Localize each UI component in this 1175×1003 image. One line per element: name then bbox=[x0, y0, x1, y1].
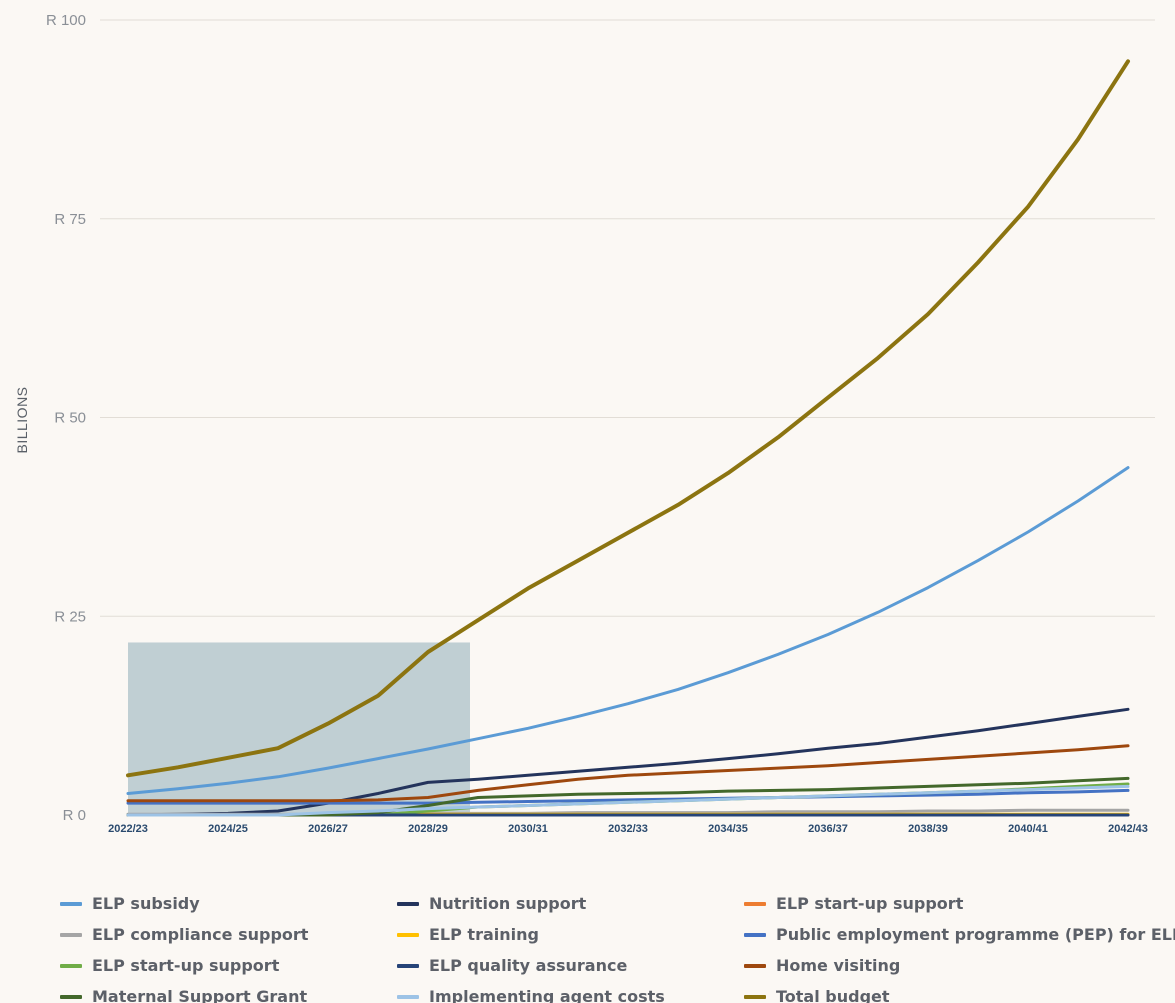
x-tick-label: 2042/43 bbox=[1108, 823, 1148, 835]
legend-item: Home visiting bbox=[744, 950, 900, 981]
legend-swatch bbox=[397, 963, 419, 968]
legend-label: ELP training bbox=[429, 925, 539, 944]
legend-swatch bbox=[744, 901, 766, 906]
legend-swatch bbox=[744, 932, 766, 937]
series-line-implementing-agent-costs bbox=[126, 784, 1130, 817]
legend-item: Implementing agent costs bbox=[397, 981, 665, 1003]
series-line-elp-subsidy bbox=[126, 466, 1130, 795]
legend-label: ELP start-up support bbox=[92, 956, 280, 975]
x-axis-ticks: 2022/23 2024/25 2026/27 2028/29 2030/31 2032/… bbox=[108, 823, 1148, 835]
series-line-home-visiting bbox=[126, 744, 1130, 803]
legend-label: Maternal Support Grant bbox=[92, 987, 308, 1003]
y-tick-label: R 100 bbox=[46, 12, 86, 29]
legend-swatch bbox=[397, 994, 419, 999]
legend-item: Public employment programme (PEP) for EL… bbox=[744, 919, 1175, 950]
legend-label: Home visiting bbox=[776, 956, 901, 975]
x-tick-label: 2034/35 bbox=[708, 823, 748, 835]
y-tick-label: R 75 bbox=[54, 211, 86, 228]
x-tick-label: 2024/25 bbox=[208, 823, 248, 835]
x-tick-label: 2022/23 bbox=[108, 823, 148, 835]
legend-label: ELP compliance support bbox=[92, 925, 309, 944]
legend-label: Total budget bbox=[776, 987, 890, 1003]
legend-item: ELP subsidy bbox=[60, 888, 200, 919]
legend-item: ELP start-up support bbox=[744, 888, 963, 919]
series-line-public-employment-programme-pep-for-elps bbox=[126, 788, 1130, 805]
y-axis-label: BILLIONS bbox=[14, 386, 30, 453]
legend-swatch bbox=[60, 901, 82, 906]
legend-label: ELP quality assurance bbox=[429, 956, 628, 975]
legend: ELP subsidy Nutrition support ELP start-up… bbox=[60, 888, 1175, 1003]
x-tick-label: 2026/27 bbox=[308, 823, 348, 835]
legend-item: ELP quality assurance bbox=[397, 950, 627, 981]
legend-item: Maternal Support Grant bbox=[60, 981, 307, 1003]
gridlines bbox=[100, 19, 1155, 617]
legend-label: ELP start-up support bbox=[776, 894, 964, 913]
legend-label: Implementing agent costs bbox=[429, 987, 665, 1003]
legend-item: ELP training bbox=[397, 919, 539, 950]
legend-swatch bbox=[60, 932, 82, 937]
series-line-nutrition-support bbox=[126, 707, 1130, 817]
legend-label: ELP subsidy bbox=[92, 894, 200, 913]
x-tick-label: 2040/41 bbox=[1008, 823, 1048, 835]
legend-item: Total budget bbox=[744, 981, 890, 1003]
y-tick-label: R 25 bbox=[54, 608, 86, 625]
chart-area: R 0 R 25 R 50 R 75 R 100 2022/23 2024/25 2026/… bbox=[14, 12, 1155, 835]
series-lines bbox=[126, 59, 1130, 817]
legend-swatch bbox=[60, 994, 82, 999]
x-tick-label: 2038/39 bbox=[908, 823, 948, 835]
legend-label: Public employment programme (PEP) for EL… bbox=[776, 925, 1175, 944]
y-tick-label: R 0 bbox=[63, 807, 86, 824]
x-tick-label: 2036/37 bbox=[808, 823, 848, 835]
legend-label: Nutrition support bbox=[429, 894, 587, 913]
legend-swatch bbox=[397, 932, 419, 937]
legend-swatch bbox=[60, 963, 82, 968]
legend-item: Nutrition support bbox=[397, 888, 586, 919]
x-tick-label: 2028/29 bbox=[408, 823, 448, 835]
legend-swatch bbox=[744, 994, 766, 999]
y-tick-label: R 50 bbox=[54, 410, 86, 427]
legend-item: ELP compliance support bbox=[60, 919, 308, 950]
series-line-total-budget bbox=[126, 59, 1130, 778]
x-tick-label: 2032/33 bbox=[608, 823, 648, 835]
x-tick-label: 2030/31 bbox=[508, 823, 548, 835]
legend-swatch bbox=[744, 963, 766, 968]
legend-swatch bbox=[397, 901, 419, 906]
legend-item: ELP start-up support bbox=[60, 950, 279, 981]
y-axis-ticks: R 0 R 25 R 50 R 75 R 100 bbox=[46, 12, 86, 824]
